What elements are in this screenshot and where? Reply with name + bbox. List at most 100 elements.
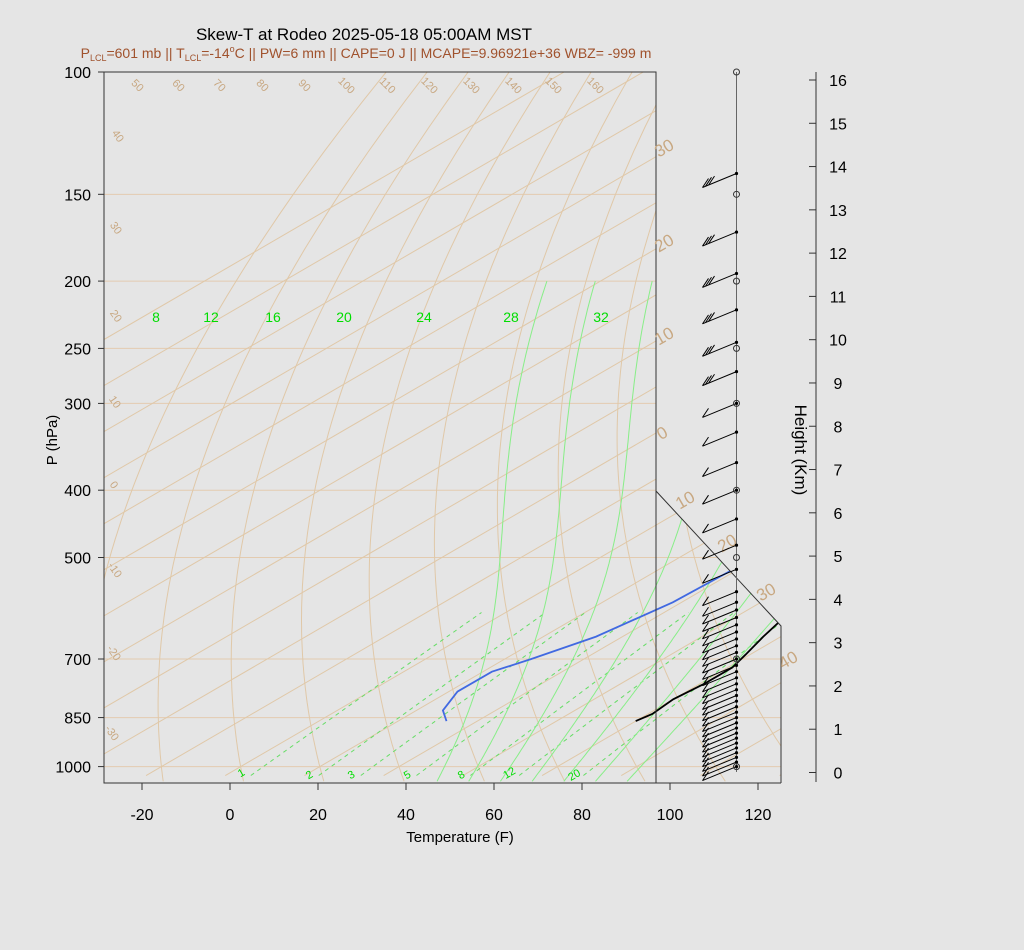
wind-barb-staff: [702, 371, 737, 387]
isotherm-label: 0: [107, 479, 120, 491]
isotherm-label: 10: [106, 394, 123, 411]
wind-barb: [702, 340, 739, 357]
wind-barb-dot: [734, 693, 739, 698]
isotherm-line: [104, 72, 781, 776]
wind-barb-staff: [702, 173, 737, 188]
subtitle-lcl-p-sub: LCL: [90, 53, 107, 63]
wind-barb: [702, 271, 739, 288]
x-tick-label: 0: [226, 807, 235, 824]
p-tick-label: 500: [64, 551, 91, 568]
wind-barb-feather: [705, 313, 712, 323]
isotherm-line: [462, 72, 781, 776]
p-tick-label: 300: [64, 396, 91, 413]
barb-ref-circle: [733, 655, 740, 663]
temperature-profile: [635, 72, 781, 722]
wind-barb: [702, 755, 739, 772]
wind-barb-feather: [708, 175, 715, 186]
mixing-ratio-top-label: 32: [593, 309, 609, 325]
wind-barb-staff: [702, 761, 737, 777]
wind-barb-feather: [705, 276, 712, 287]
wind-barb-dot: [734, 637, 739, 641]
wind-barb-dot: [734, 543, 739, 547]
p-tick-label: 700: [64, 652, 91, 669]
wind-barb-feather: [705, 375, 712, 385]
subtitle-lcl-t-sub: LCL: [185, 53, 202, 63]
height-tick-label: 3: [834, 636, 843, 653]
wind-barb-staff: [702, 617, 737, 632]
wind-barb-dot: [734, 623, 739, 627]
wind-barb-staff: [702, 489, 737, 505]
mixing-ratio-bottom-label: 12: [501, 765, 518, 782]
mixing-ratio-bottom-label: 8: [456, 769, 467, 782]
mixing-ratio-top-label: 8: [152, 309, 160, 325]
mixing-ratio-bottom-label: 2: [304, 769, 315, 782]
height-tick-label: 0: [834, 766, 843, 783]
wind-barb-dot: [734, 340, 739, 344]
wind-barb: [702, 430, 739, 447]
x-tick-label: 20: [309, 807, 327, 824]
wind-barb: [702, 650, 739, 667]
wind-barb-feather: [705, 235, 712, 246]
wind-barb-feather: [708, 312, 715, 322]
wind-barb-staff: [702, 645, 737, 661]
wind-barb: [702, 615, 739, 632]
height-tick-label: 9: [834, 376, 843, 393]
height-tick-label: 7: [834, 463, 843, 480]
wind-barb-dot: [734, 615, 739, 620]
wind-barb-staff: [702, 711, 737, 727]
x-tick-label: -20: [130, 807, 153, 824]
barb-ref-circle: [733, 344, 740, 352]
mixing-ratio-line: [518, 612, 735, 776]
mixing-ratio-line: [360, 612, 586, 776]
wind-barb-dot: [734, 644, 739, 648]
wind-barb-staff: [702, 568, 737, 584]
wind-barb-feather: [702, 682, 709, 693]
wind-barb: [702, 663, 739, 680]
wind-barb-feather: [708, 234, 715, 244]
height-tick-label: 4: [834, 592, 843, 609]
plot-area: [104, 72, 781, 783]
moist-adiabat-line: [436, 280, 548, 782]
dry-adiabat-line: [616, 72, 726, 782]
wind-barb-staff: [702, 752, 737, 768]
chart-title: Skew-T at Rodeo 2025-05-18 05:00AM MST: [196, 25, 532, 44]
wind-barb-staff: [702, 732, 737, 748]
wind-barb-dot: [734, 608, 739, 612]
wind-barb-feather: [702, 636, 709, 647]
wind-barb-feather: [702, 236, 709, 247]
dry-adiabat-line: [104, 72, 387, 782]
isotherm-line: [104, 72, 565, 776]
wind-barb-dot: [734, 430, 739, 434]
wind-barb-staff: [702, 272, 737, 288]
wind-barb-feather: [705, 177, 712, 187]
mixing-ratio-bottom-label: 3: [346, 769, 357, 782]
subtitle-lcl-t-val: =-14: [201, 45, 230, 61]
wind-barb-dot: [734, 401, 739, 406]
dry-adiabat-line: [157, 72, 428, 782]
height-tick-label: 6: [834, 506, 843, 523]
wind-barb-staff: [702, 700, 737, 716]
wind-barb-feather: [702, 676, 709, 686]
wind-barb-feather: [708, 275, 715, 286]
wind-barb-staff: [702, 683, 737, 699]
dry-adiabat-line: [935, 72, 1024, 781]
wind-barb-staff: [702, 671, 737, 687]
wind-barb: [702, 460, 739, 478]
isotherm-line: [304, 72, 781, 776]
wind-barb-dot: [734, 600, 739, 604]
wind-barb-staff: [702, 722, 737, 738]
wind-barb-feather: [702, 663, 709, 674]
wind-barb-feather: [702, 657, 709, 667]
x-tick-label: 60: [485, 807, 503, 824]
dry-adiabat-line: [496, 72, 633, 782]
mixing-ratio-line: [318, 612, 546, 776]
mixing-ratio-top-label: 12: [203, 309, 219, 325]
wind-barb-dot: [734, 746, 739, 750]
wind-barb-staff: [702, 341, 737, 357]
wind-barb: [702, 623, 739, 640]
p-tick-label: 850: [64, 711, 91, 728]
wind-barb-dot: [734, 688, 739, 692]
moist-adiabat-line: [626, 280, 781, 782]
wind-barb: [702, 630, 739, 647]
wind-barb: [702, 230, 739, 247]
